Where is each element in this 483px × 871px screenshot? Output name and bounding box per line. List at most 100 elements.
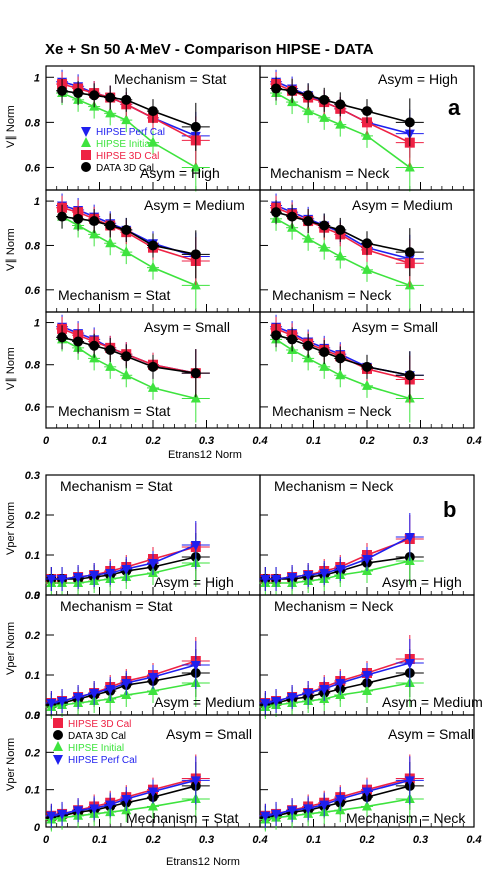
data-point: [105, 800, 116, 811]
panel-annotation: Asym = Medium: [154, 694, 255, 710]
data-point: [121, 224, 132, 235]
legend-entry: HIPSE Initial: [96, 139, 152, 150]
data-point: [57, 697, 68, 707]
data-point: [362, 238, 372, 249]
legend-entry: DATA 3D Cal: [96, 163, 154, 174]
data-point: [105, 220, 116, 231]
series-hipse-perf-cal: [259, 756, 424, 828]
panel-b-1: 0 0.1 0.2 0.3 Mechanism = Stat Asym = High Vpe…: [5, 470, 261, 602]
data-point: [89, 90, 100, 101]
data-point: [404, 533, 415, 543]
panel-annotation: Mechanism = Stat: [60, 478, 173, 494]
data-point: [148, 800, 158, 811]
data-point: [105, 107, 116, 118]
series-hipse-perf-cal: [45, 641, 210, 715]
panel-b-3: 0 0.1 0.2 0.3 Mechanism = Stat Asym = Medium V…: [5, 590, 261, 722]
panel-annotation: Asym = Small: [388, 726, 474, 742]
data-point: [46, 811, 57, 822]
y-tick-label: 0.8: [25, 117, 41, 129]
data-point: [148, 240, 158, 251]
panel-a-3: 0.6 0.8 1 Asym = Medium Mechanism = Stat V∥ N…: [5, 189, 261, 313]
legend-marker: [81, 162, 91, 172]
panel-annotation: Mechanism = Neck: [272, 287, 392, 303]
data-point: [287, 334, 298, 345]
y-axis-label: Vper Norm: [5, 502, 17, 555]
data-point: [73, 693, 84, 703]
data-point: [57, 575, 68, 585]
y-tick-label: 0.2: [25, 747, 40, 759]
panel-b-4: Mechanism = Neck Asym = Medium: [259, 594, 483, 719]
panel-a-2: Asym = High Mechanism = Neck: [259, 65, 475, 192]
data-point: [362, 106, 372, 117]
data-point: [271, 697, 282, 707]
series-hipse-perf-cal: [259, 639, 424, 715]
data-point: [303, 90, 314, 101]
data-point: [362, 685, 372, 695]
data-point: [105, 92, 116, 103]
legend-marker: [81, 137, 91, 147]
data-point: [46, 575, 57, 585]
panel-annotation: Asym = Medium: [144, 197, 245, 213]
y-tick-label: 0.3: [25, 710, 40, 722]
data-point: [190, 368, 201, 379]
section-b-label: b: [443, 497, 456, 522]
legend-marker: [53, 730, 63, 740]
panel-annotation: Mechanism = Neck: [274, 598, 394, 614]
data-point: [335, 795, 346, 805]
data-point: [362, 263, 372, 274]
x-tick-label: 0: [43, 834, 50, 846]
data-point: [362, 361, 372, 372]
y-axis-label: V∥ Norm: [5, 228, 17, 271]
y-tick-label: 0.2: [25, 510, 40, 522]
data-point: [271, 330, 282, 341]
data-point: [319, 685, 330, 695]
legend-marker: [81, 150, 91, 160]
x-tick-label: 0.3: [199, 834, 214, 846]
series-data-3d-cal: [270, 323, 424, 400]
data-point: [335, 565, 346, 575]
x-tick-label: 0.1: [92, 435, 107, 447]
series-data-3d-cal: [56, 204, 210, 279]
data-point: [303, 571, 314, 581]
panel-annotation: Mechanism = Stat: [58, 287, 171, 303]
data-point: [335, 679, 346, 689]
panel-annotation: Asym = Small: [166, 726, 252, 742]
data-point: [121, 369, 132, 380]
series-line: [275, 338, 411, 400]
y-tick-label: 0.1: [25, 785, 40, 797]
panel-annotation: Mechanism = Stat: [60, 598, 173, 614]
panel-annotation: Mechanism = Stat: [126, 810, 239, 826]
section-b: 0 0.1 0.2 0.3 Mechanism = Stat Asym = High Vpe…: [5, 470, 483, 846]
y-tick-label: 0: [34, 710, 41, 722]
panel-b-6: Asym = Small Mechanism = Neck: [259, 714, 475, 832]
y-tick-label: 0.8: [25, 240, 41, 252]
legend-entry: HIPSE Initial: [68, 743, 124, 754]
data-point: [121, 246, 132, 257]
data-point: [287, 85, 298, 96]
panel-annotation: Asym = High: [382, 574, 462, 590]
y-tick-label: 1: [34, 318, 40, 330]
x-tick-label: 0.2: [145, 435, 160, 447]
data-point: [148, 136, 158, 147]
y-tick-label: 1: [34, 196, 40, 208]
data-point: [287, 806, 298, 817]
data-point: [190, 541, 201, 551]
data-point: [190, 776, 201, 787]
data-point: [121, 795, 132, 805]
data-point: [121, 679, 132, 689]
y-tick-label: 0.6: [25, 162, 41, 174]
y-tick-label: 0.8: [25, 360, 41, 372]
data-point: [287, 573, 298, 583]
y-tick-label: 0: [34, 590, 41, 602]
data-point: [190, 121, 201, 132]
data-point: [303, 804, 314, 815]
legend-marker: [53, 718, 63, 728]
y-tick-label: 0.1: [25, 670, 40, 682]
x-tick-label: 0.4: [466, 435, 481, 447]
data-point: [148, 685, 158, 695]
data-point: [121, 94, 132, 105]
panel-annotation: Asym = Medium: [382, 694, 483, 710]
